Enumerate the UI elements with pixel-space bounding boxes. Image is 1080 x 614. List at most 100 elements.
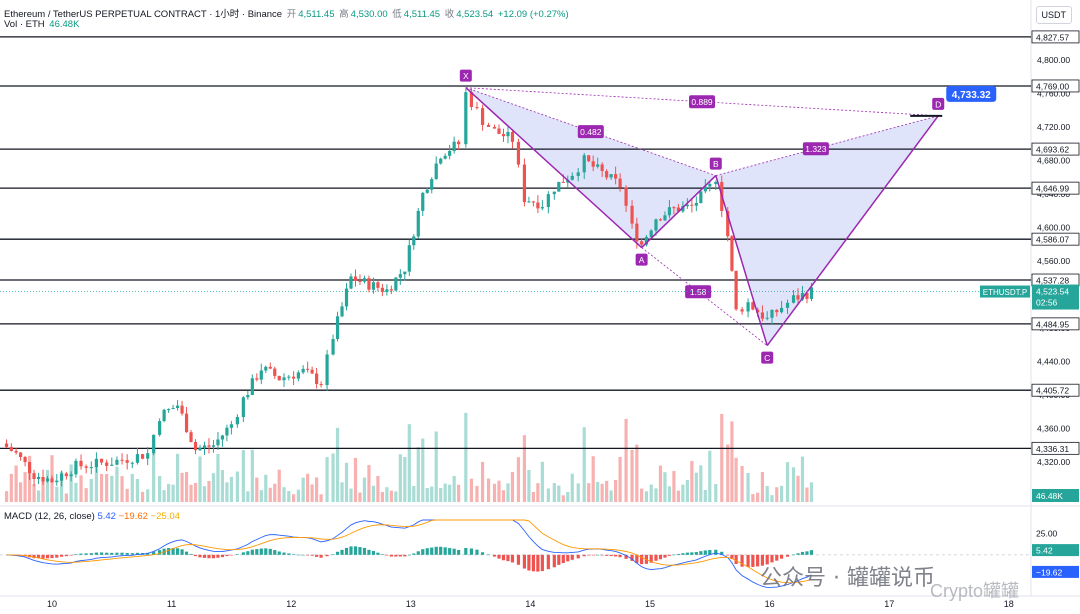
candle-body [497, 128, 501, 134]
volume-bar [630, 449, 634, 502]
volume-bar [506, 483, 510, 502]
volume-bar [566, 491, 570, 502]
candle-body [527, 201, 531, 203]
macd-label[interactable]: MACD (12, 26, close) [4, 511, 95, 522]
candle-body [644, 236, 649, 245]
volume-bar [198, 456, 202, 502]
macd-histogram-bar [394, 554, 398, 557]
pattern-fill-xab [465, 87, 716, 248]
macd-histogram-bar [216, 554, 220, 558]
candle-body [130, 462, 134, 464]
macd-histogram-bar [734, 554, 738, 564]
macd-histogram-bar [335, 551, 340, 555]
volume-bar [146, 489, 150, 502]
volume-bar [751, 494, 755, 502]
watermark-text: 公众号 · 罐罐说币 [760, 566, 935, 591]
volume-bar [135, 479, 140, 502]
macd-histogram-bar [389, 554, 393, 557]
candle-body [475, 107, 479, 109]
candle-body [796, 295, 800, 300]
volume-label[interactable]: Vol · ETH [4, 19, 45, 30]
macd-histogram-bar [765, 554, 769, 565]
macd-histogram-bar [94, 552, 99, 555]
candle-body [703, 186, 707, 192]
candle-body [430, 179, 434, 190]
macd-axis-box [1032, 544, 1079, 557]
macd-histogram-bar [531, 554, 535, 572]
macd-signal-value: −19.62 [118, 511, 148, 522]
macd-histogram-bar [760, 554, 765, 566]
candle-body [740, 309, 744, 312]
macd-histogram-bar [464, 547, 468, 555]
pattern-point-d: D [935, 99, 941, 109]
candle-body [229, 424, 233, 428]
volume-bar [59, 471, 64, 502]
volume-bar [84, 488, 88, 502]
candle-body [353, 276, 358, 281]
candle-body [510, 132, 515, 142]
candle-body [443, 155, 447, 159]
volume-bar [105, 473, 109, 502]
volume-bar [746, 472, 750, 502]
volume-bar [600, 483, 604, 502]
volume-bar [708, 450, 712, 502]
volume-bar [809, 482, 814, 502]
candle-body [79, 460, 83, 467]
macd-histogram-bar [385, 554, 389, 556]
macd-histogram-bar [193, 554, 198, 557]
candle-body [310, 369, 314, 374]
volume-bar [434, 431, 438, 502]
candle-body [779, 307, 784, 313]
macd-histogram-bar [105, 552, 109, 555]
candle-body [255, 378, 259, 380]
watermark-sub: Crypto罐罐 [930, 581, 1020, 601]
volume-bar [14, 465, 18, 502]
macd-histogram-bar [89, 553, 93, 555]
candle-body [282, 377, 286, 381]
volume-bar [699, 465, 703, 502]
macd-histogram-bar [546, 554, 550, 570]
symbol-title[interactable]: Ethereum / TetherUS PERPETUAL CONTRACT ·… [4, 9, 283, 20]
level-price-box [1031, 142, 1080, 156]
volume-bar [635, 444, 639, 502]
macd-histogram-bar [557, 554, 561, 565]
volume-bar [703, 489, 707, 502]
macd-histogram-bar [180, 549, 184, 555]
macd-histogram-bar [596, 554, 600, 556]
macd-histogram-bar [591, 554, 595, 556]
volume-bar [480, 461, 485, 502]
macd-histogram-bar [331, 554, 335, 555]
level-price-box [1031, 30, 1080, 44]
volume-bar [19, 482, 23, 502]
volume-bar [319, 494, 323, 502]
volume-bar [439, 487, 443, 502]
candle-body [325, 354, 329, 386]
macd-histogram-bar [198, 554, 202, 558]
macd-histogram-bar [425, 548, 429, 555]
candle-body [464, 92, 468, 145]
volume-bar [416, 447, 420, 502]
volume-bar [685, 480, 689, 502]
volume-bar [264, 474, 268, 502]
candle-body [630, 205, 634, 224]
pattern-fill-bcd [715, 115, 939, 346]
macd-histogram-bar [120, 552, 124, 555]
volume-bar [171, 484, 175, 502]
candle-body [486, 124, 491, 127]
volume-bar [32, 484, 36, 502]
macd-histogram-bar [672, 554, 676, 556]
volume-bar [412, 485, 416, 502]
volume-bar [734, 457, 738, 502]
macd-histogram-bar [358, 547, 362, 555]
candle-body [694, 202, 698, 206]
candle-body [296, 372, 300, 379]
level-price-label: 4,336.31 [1036, 444, 1069, 454]
macd-header: MACD (12, 26, close) 5.42 −19.62 −25.04 [4, 511, 180, 522]
candle-body [501, 133, 506, 137]
volume-bar [775, 487, 779, 502]
candle-body [751, 302, 755, 310]
candle-body [770, 309, 774, 318]
macd-histogram-bar [497, 554, 501, 559]
currency-unit-button[interactable]: USDT [1035, 6, 1072, 24]
